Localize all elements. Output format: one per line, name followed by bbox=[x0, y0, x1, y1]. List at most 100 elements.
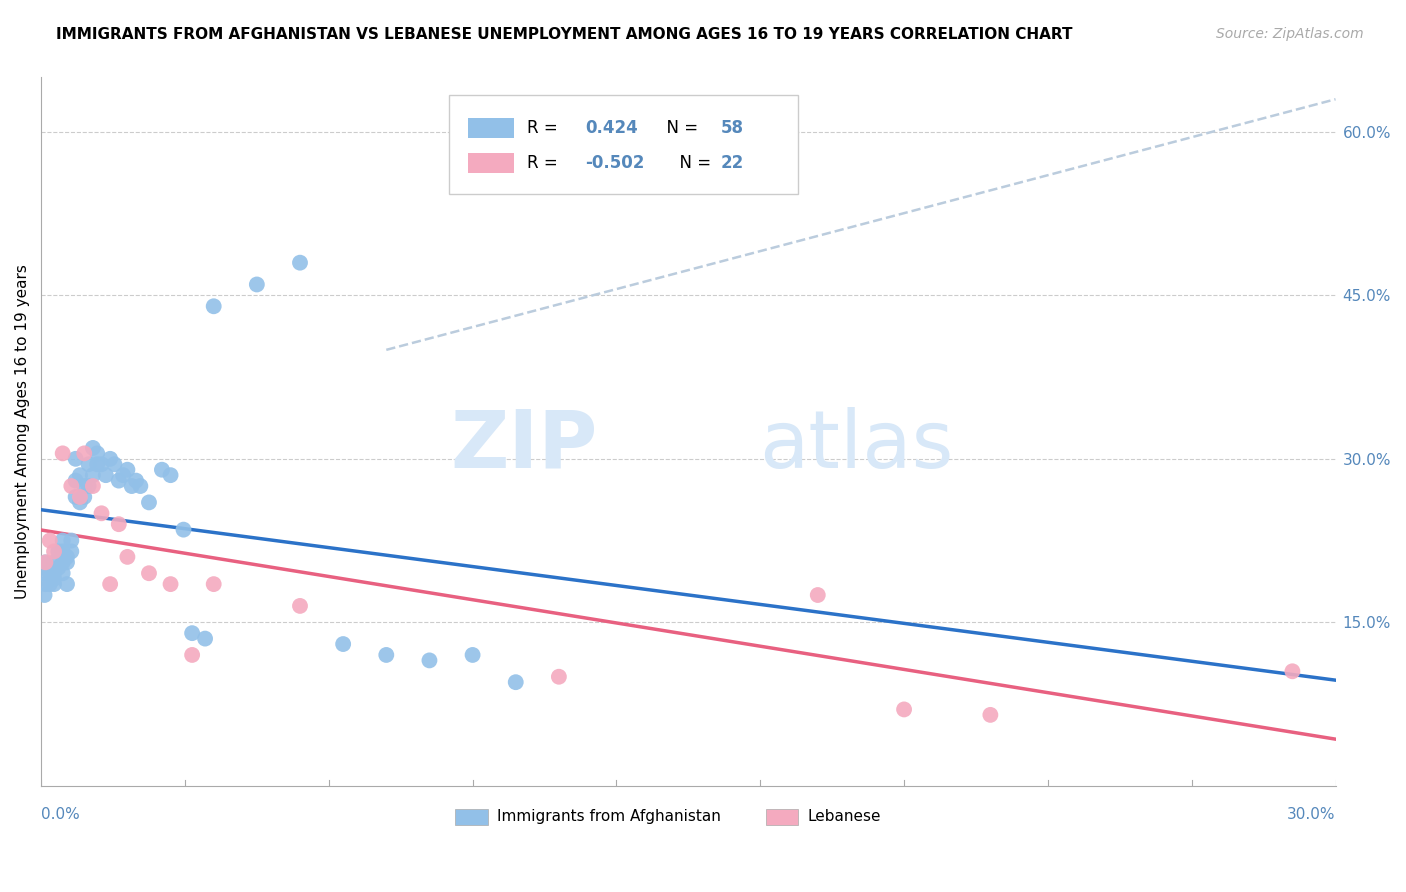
Point bbox=[461, 648, 484, 662]
Point bbox=[82, 468, 104, 483]
Point bbox=[42, 566, 65, 581]
Point bbox=[979, 707, 1001, 722]
Text: -0.502: -0.502 bbox=[585, 154, 644, 172]
Text: N =: N = bbox=[657, 119, 703, 136]
Point bbox=[34, 555, 56, 569]
Point bbox=[117, 549, 139, 564]
Y-axis label: Unemployment Among Ages 16 to 19 years: Unemployment Among Ages 16 to 19 years bbox=[15, 264, 30, 599]
Point bbox=[42, 572, 65, 586]
Point bbox=[65, 451, 87, 466]
Point bbox=[181, 648, 204, 662]
Point bbox=[125, 474, 148, 488]
Text: Source: ZipAtlas.com: Source: ZipAtlas.com bbox=[1216, 27, 1364, 41]
Point bbox=[107, 517, 129, 532]
Point bbox=[86, 446, 108, 460]
FancyBboxPatch shape bbox=[449, 95, 799, 194]
Point bbox=[65, 474, 87, 488]
Point bbox=[181, 626, 204, 640]
Point bbox=[202, 299, 225, 313]
Text: IMMIGRANTS FROM AFGHANISTAN VS LEBANESE UNEMPLOYMENT AMONG AGES 16 TO 19 YEARS C: IMMIGRANTS FROM AFGHANISTAN VS LEBANESE … bbox=[56, 27, 1073, 42]
Point bbox=[77, 457, 100, 471]
Text: 58: 58 bbox=[721, 119, 744, 136]
Point bbox=[332, 637, 354, 651]
Point bbox=[117, 463, 139, 477]
Text: ZIP: ZIP bbox=[450, 407, 598, 484]
Point bbox=[98, 451, 121, 466]
Text: R =: R = bbox=[526, 154, 562, 172]
Point bbox=[159, 577, 181, 591]
Point bbox=[52, 555, 75, 569]
Point bbox=[418, 653, 440, 667]
Bar bbox=[468, 118, 513, 137]
Point bbox=[548, 670, 571, 684]
Point bbox=[34, 577, 56, 591]
Point bbox=[103, 457, 125, 471]
Bar bbox=[468, 153, 513, 173]
Point bbox=[77, 479, 100, 493]
Point bbox=[38, 577, 60, 591]
Point bbox=[60, 544, 83, 558]
Point bbox=[32, 566, 55, 581]
Text: Lebanese: Lebanese bbox=[807, 809, 882, 824]
Point bbox=[121, 479, 143, 493]
Point bbox=[65, 490, 87, 504]
Point bbox=[112, 468, 135, 483]
Point bbox=[42, 544, 65, 558]
Point bbox=[38, 533, 60, 548]
Point bbox=[82, 441, 104, 455]
Point bbox=[69, 495, 91, 509]
Bar bbox=[456, 809, 488, 825]
Point bbox=[893, 702, 915, 716]
Point bbox=[52, 533, 75, 548]
Point bbox=[34, 588, 56, 602]
Point bbox=[194, 632, 217, 646]
Point bbox=[129, 479, 152, 493]
Point bbox=[56, 555, 79, 569]
Point bbox=[69, 468, 91, 483]
Point bbox=[159, 468, 181, 483]
Point bbox=[73, 490, 96, 504]
Point bbox=[48, 561, 70, 575]
Point bbox=[202, 577, 225, 591]
Point bbox=[505, 675, 527, 690]
Point bbox=[86, 457, 108, 471]
Point bbox=[60, 479, 83, 493]
Point bbox=[52, 566, 75, 581]
Point bbox=[288, 599, 311, 613]
Point bbox=[38, 566, 60, 581]
Text: N =: N = bbox=[669, 154, 716, 172]
Point bbox=[42, 555, 65, 569]
Point bbox=[42, 577, 65, 591]
Point bbox=[375, 648, 398, 662]
Point bbox=[107, 474, 129, 488]
Point bbox=[138, 495, 160, 509]
Point bbox=[34, 555, 56, 569]
Point bbox=[52, 544, 75, 558]
Point bbox=[52, 446, 75, 460]
Text: 22: 22 bbox=[721, 154, 744, 172]
Text: 30.0%: 30.0% bbox=[1286, 807, 1336, 822]
Text: Immigrants from Afghanistan: Immigrants from Afghanistan bbox=[496, 809, 721, 824]
Point bbox=[90, 457, 112, 471]
Point bbox=[73, 479, 96, 493]
Point bbox=[56, 549, 79, 564]
Point bbox=[73, 446, 96, 460]
Text: R =: R = bbox=[526, 119, 562, 136]
Point bbox=[82, 479, 104, 493]
Text: 0.0%: 0.0% bbox=[41, 807, 80, 822]
Text: 0.424: 0.424 bbox=[585, 119, 637, 136]
Point bbox=[48, 544, 70, 558]
Text: atlas: atlas bbox=[759, 407, 953, 484]
Point bbox=[807, 588, 830, 602]
Point bbox=[138, 566, 160, 581]
Point bbox=[98, 577, 121, 591]
Point bbox=[150, 463, 173, 477]
Point bbox=[246, 277, 269, 292]
Point bbox=[90, 506, 112, 520]
Point bbox=[288, 255, 311, 269]
Point bbox=[94, 468, 117, 483]
Point bbox=[1281, 665, 1303, 679]
Point bbox=[69, 490, 91, 504]
Point bbox=[173, 523, 195, 537]
Point bbox=[60, 533, 83, 548]
